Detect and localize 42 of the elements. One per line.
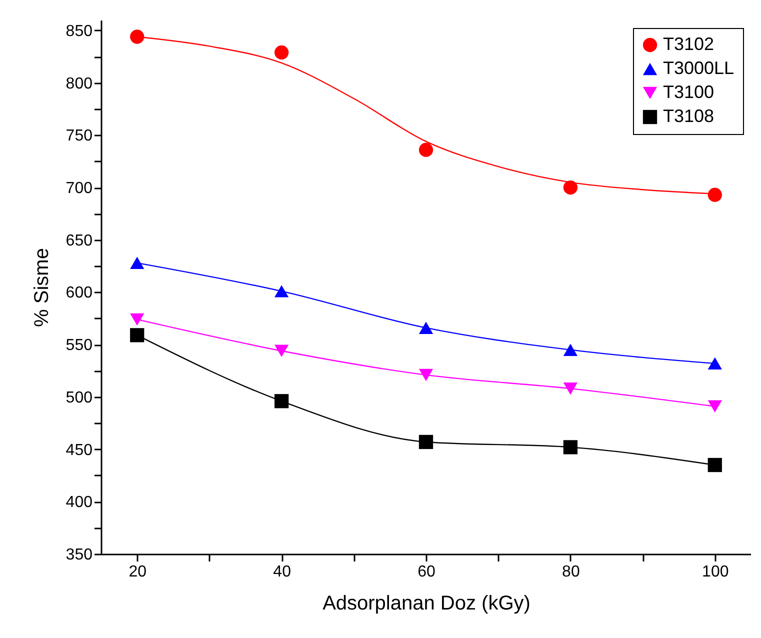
point [563, 440, 578, 454]
point [418, 322, 434, 334]
point [274, 344, 289, 357]
point [708, 458, 722, 472]
x-tick-label: 60 [418, 564, 436, 580]
point [708, 188, 722, 202]
y-tick-label: 650 [66, 232, 93, 250]
y-tick-label: 850 [66, 22, 93, 40]
y-tick-label: 500 [66, 389, 93, 406]
point [130, 256, 144, 270]
point [563, 382, 578, 395]
point [418, 434, 434, 450]
x-tick-label: 80 [562, 564, 580, 580]
legend-label: T3100 [663, 82, 714, 102]
y-tick-label: 400 [66, 494, 93, 512]
x-tick-label: 100 [702, 564, 729, 580]
point [563, 344, 578, 356]
point [274, 45, 289, 60]
y-tick-label: 750 [66, 128, 93, 145]
point [274, 394, 289, 408]
y-tick-label: 800 [66, 75, 93, 92]
point [563, 180, 578, 195]
legend-label: T3000LL [663, 58, 734, 78]
legend-label: T3102 [663, 34, 714, 54]
y-tick-label: 350 [66, 546, 93, 564]
point [418, 142, 434, 157]
legend-label: T3108 [663, 106, 714, 126]
x-axis-title: Adsorplanan Doz (kGy) [322, 592, 530, 614]
x-tick-label: 20 [128, 564, 147, 580]
point [418, 368, 434, 382]
point [274, 285, 289, 298]
point [708, 400, 722, 412]
point [130, 313, 144, 326]
y-tick-label: 700 [66, 180, 93, 198]
point [130, 30, 144, 44]
y-tick-label: 550 [66, 337, 93, 354]
x-tick-label: 40 [273, 564, 292, 580]
point [708, 357, 722, 370]
point [130, 328, 144, 342]
y-tick-label: 450 [66, 442, 93, 459]
y-axis-title: % Sisme [30, 248, 53, 327]
y-tick-label: 600 [66, 284, 93, 302]
